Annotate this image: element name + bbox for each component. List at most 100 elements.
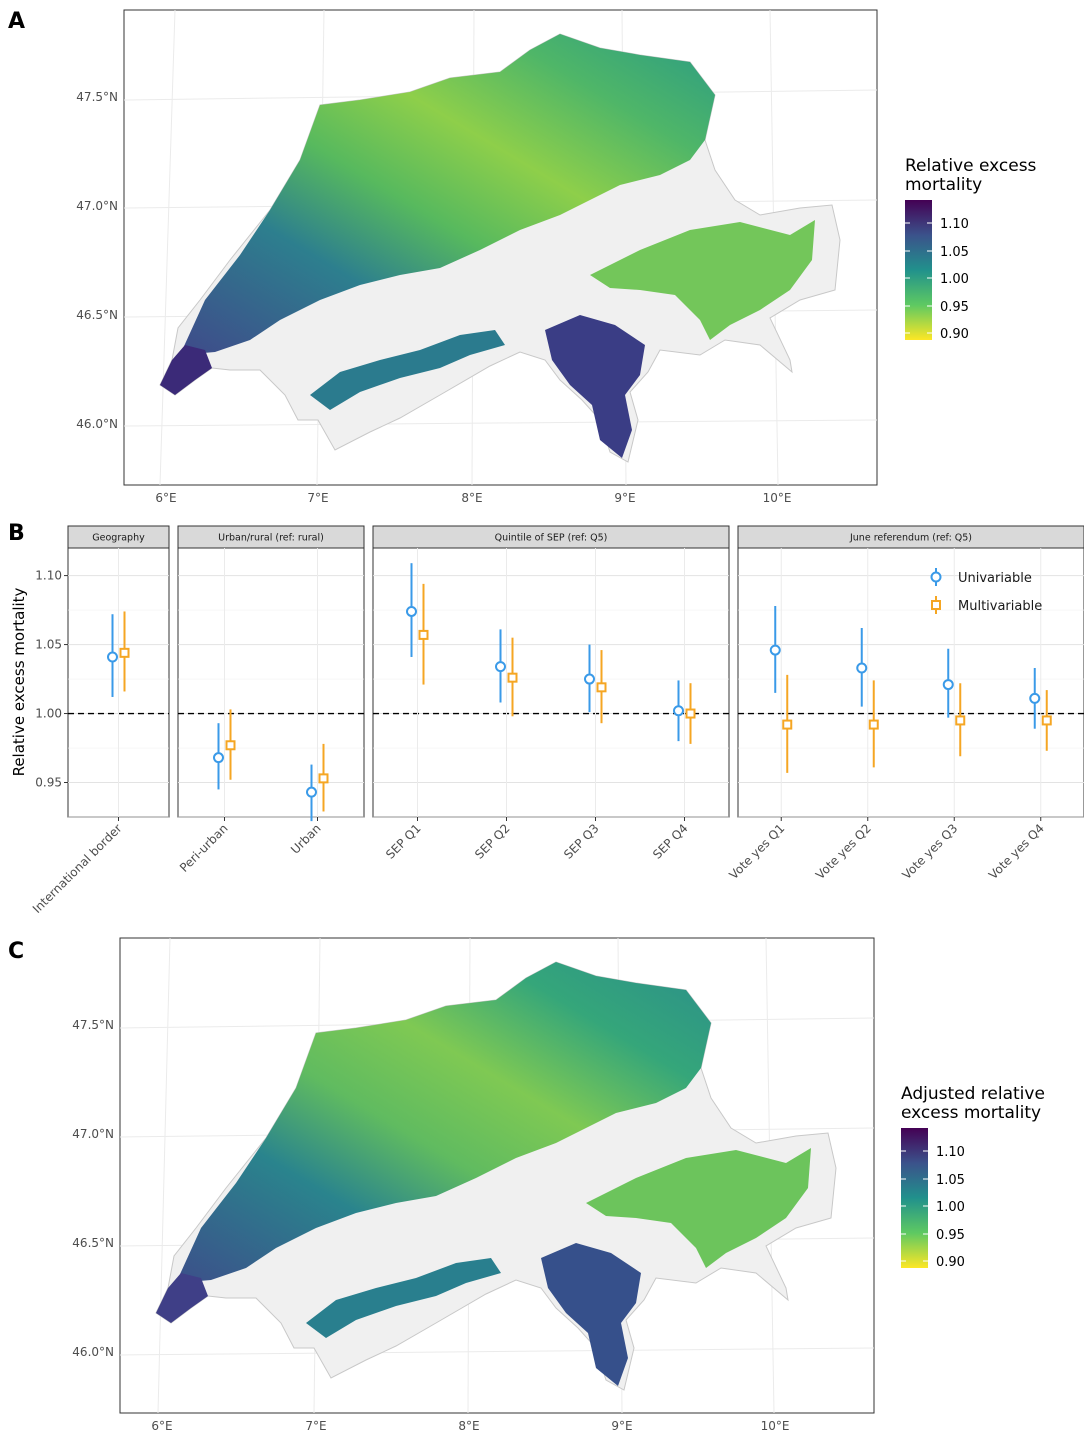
map-c-lon-label: 9°E bbox=[611, 1419, 632, 1433]
map-a-colorbar bbox=[905, 200, 932, 340]
forest-category-label: Vote yes Q2 bbox=[813, 821, 874, 882]
forest-facet-strip-label: Urban/rural (ref: rural) bbox=[218, 533, 324, 544]
univariable-point bbox=[1029, 692, 1041, 704]
forest-y-tick-label: 1.00 bbox=[35, 707, 62, 721]
forest-category-label: Vote yes Q1 bbox=[726, 821, 787, 882]
legend-univariable-key bbox=[930, 571, 942, 583]
map-c-valais bbox=[306, 1258, 501, 1338]
multivariable-point bbox=[955, 715, 966, 726]
forest-facet: Urban/rural (ref: rural) Peri-urban Urban bbox=[177, 525, 365, 875]
forest-category-label: Vote yes Q3 bbox=[899, 821, 960, 882]
map-c-colorbar-tick: 1.10 bbox=[936, 1145, 965, 1160]
forest-y-axis-label: Relative excess mortality bbox=[10, 587, 28, 776]
forest-facet-strip-label: Quintile of SEP (ref: Q5) bbox=[495, 533, 608, 544]
multivariable-point bbox=[782, 719, 793, 730]
map-a-legend: Relative excess mortality 1.10 1.05 1.00… bbox=[905, 156, 1037, 342]
map-a-lon-label: 8°E bbox=[461, 491, 482, 505]
multivariable-point bbox=[318, 773, 329, 784]
map-a-ticino bbox=[545, 315, 645, 458]
multivariable-point bbox=[225, 740, 236, 751]
multivariable-point bbox=[418, 629, 429, 640]
map-a-lon-label: 7°E bbox=[307, 491, 328, 505]
forest-category-label: International border bbox=[30, 821, 125, 916]
forest-category-label: Urban bbox=[288, 821, 324, 857]
forest-category-label: SEP Q1 bbox=[383, 821, 424, 862]
forest-facet: Geography International border bbox=[30, 525, 170, 916]
map-c-lat-label: 46.5°N bbox=[72, 1236, 114, 1250]
forest-category-label: SEP Q3 bbox=[561, 821, 602, 862]
univariable-point bbox=[942, 679, 954, 691]
univariable-point bbox=[107, 651, 118, 663]
map-a-lon-label: 9°E bbox=[614, 491, 635, 505]
map-a-colorbar-tick: 0.90 bbox=[940, 327, 969, 342]
map-c-lon-label: 6°E bbox=[151, 1419, 172, 1433]
map-a-lat-label: 46.5°N bbox=[76, 308, 118, 322]
forest-facet-panel bbox=[177, 547, 365, 818]
legend-multivariable-label: Multivariable bbox=[958, 599, 1042, 614]
univariable-point bbox=[495, 661, 506, 673]
univariable-point bbox=[856, 662, 868, 674]
map-c-lon-labels: 6°E 7°E 8°E 9°E 10°E bbox=[151, 1419, 789, 1433]
map-a-lat-labels: 47.5°N 47.0°N 46.5°N 46.0°N bbox=[76, 90, 118, 431]
multivariable-point bbox=[507, 672, 518, 683]
forest-facet-panel bbox=[372, 547, 730, 818]
map-a-valais bbox=[310, 330, 505, 410]
map-a-colorbar-tick: 1.00 bbox=[940, 272, 969, 287]
forest-facet-panel bbox=[737, 547, 1084, 818]
forest-category-label: SEP Q2 bbox=[472, 821, 513, 862]
forest-category-label: Peri-urban bbox=[177, 821, 231, 875]
map-a-lon-labels: 6°E 7°E 8°E 9°E 10°E bbox=[155, 491, 791, 505]
map-a-lat-label: 46.0°N bbox=[76, 417, 118, 431]
map-c bbox=[119, 937, 875, 1414]
map-c-colorbar-tick: 0.95 bbox=[936, 1228, 965, 1243]
panel-c-letter: C bbox=[8, 939, 24, 964]
map-a-plateau bbox=[180, 34, 715, 355]
map-c-legend-title: Adjusted relative bbox=[901, 1084, 1045, 1104]
forest-y-tick-label: 1.05 bbox=[35, 638, 62, 652]
map-c-colorbar-tick: 1.05 bbox=[936, 1173, 965, 1188]
map-c-geneva bbox=[156, 1273, 208, 1323]
map-a-lat-label: 47.5°N bbox=[76, 90, 118, 104]
map-c-lon-label: 10°E bbox=[761, 1419, 790, 1433]
map-a-legend-title: mortality bbox=[905, 175, 982, 195]
map-c-lat-label: 46.0°N bbox=[72, 1345, 114, 1359]
univariable-point bbox=[306, 786, 317, 798]
map-c-colorbar-tick: 0.90 bbox=[936, 1255, 965, 1270]
univariable-point bbox=[213, 752, 224, 764]
univariable-point bbox=[769, 644, 781, 656]
legend-univariable-label: Univariable bbox=[958, 571, 1032, 586]
map-a-graubuenden bbox=[590, 220, 815, 340]
legend-multivariable-key bbox=[931, 600, 941, 610]
map-a-colorbar-tick: 1.10 bbox=[940, 217, 969, 232]
forest-y-tick-label: 1.10 bbox=[35, 569, 62, 583]
panel-b-letter: B bbox=[8, 521, 25, 546]
multivariable-point bbox=[868, 719, 879, 730]
multivariable-point bbox=[1041, 715, 1052, 726]
map-a bbox=[123, 9, 878, 486]
map-a-colorbar-tick: 1.05 bbox=[940, 245, 969, 260]
map-c-graubuenden bbox=[586, 1148, 811, 1268]
map-c-lon-label: 8°E bbox=[458, 1419, 479, 1433]
forest-facet-strip-label: June referendum (ref: Q5) bbox=[849, 533, 972, 544]
forest-y-tick-label: 0.95 bbox=[35, 776, 62, 790]
map-a-colorbar-tick: 0.95 bbox=[940, 300, 969, 315]
map-c-colorbar-tick: 1.00 bbox=[936, 1200, 965, 1215]
forest-y-ticks: 1.10 1.05 1.00 0.95 bbox=[35, 569, 68, 790]
univariable-point bbox=[406, 605, 417, 617]
multivariable-point bbox=[119, 647, 130, 658]
forest-plot: Geography International border Urban/rural… bbox=[30, 525, 1084, 916]
map-a-lon-label: 6°E bbox=[155, 491, 176, 505]
map-a-geneva bbox=[160, 345, 212, 395]
map-c-legend: Adjusted relative excess mortality 1.10 … bbox=[901, 1084, 1045, 1270]
forest-facet-strip-label: Geography bbox=[92, 533, 145, 544]
panel-a-letter: A bbox=[8, 9, 25, 34]
univariable-point bbox=[584, 673, 595, 685]
univariable-point bbox=[673, 705, 684, 717]
map-c-plateau bbox=[176, 962, 711, 1283]
map-c-lat-label: 47.5°N bbox=[72, 1018, 114, 1032]
multivariable-point bbox=[596, 682, 607, 693]
map-c-lat-label: 47.0°N bbox=[72, 1127, 114, 1141]
forest-facet: Quintile of SEP (ref: Q5) SEP Q1 SEP Q2 SEP… bbox=[372, 525, 730, 862]
map-c-legend-title: excess mortality bbox=[901, 1103, 1041, 1123]
map-a-legend-title: Relative excess bbox=[905, 156, 1037, 176]
